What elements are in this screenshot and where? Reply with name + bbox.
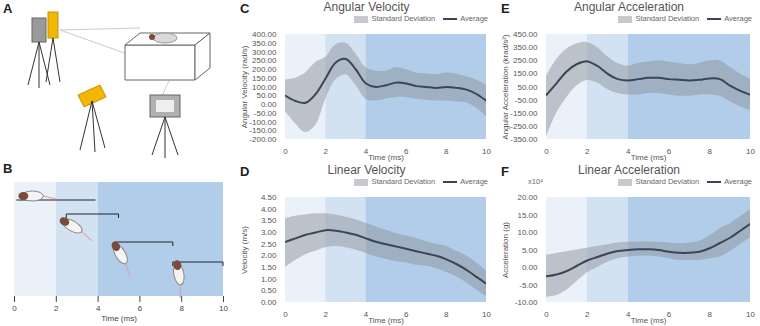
html-text:Standard Deviation: Standard Deviation	[371, 177, 436, 186]
svg-text:0.00: 0.00	[522, 263, 538, 272]
svg-text:100.00: 100.00	[252, 83, 277, 92]
svg-text:2: 2	[323, 147, 328, 156]
svg-text:0.00: 0.00	[261, 100, 277, 109]
svg-text:6: 6	[404, 310, 409, 319]
svg-text:10: 10	[482, 310, 491, 319]
svg-text:6: 6	[667, 310, 672, 319]
html-text:Angular Acceleration: Angular Acceleration	[574, 0, 684, 14]
svg-text:50.00: 50.00	[517, 83, 538, 92]
svg-text:10.00: 10.00	[517, 228, 538, 237]
html-text:Average: Average	[460, 14, 488, 23]
svg-text:-250.00: -250.00	[510, 122, 538, 131]
svg-text:Angular Acceleration (krad/s²): Angular Acceleration (krad/s²)	[501, 34, 510, 140]
svg-text:2.50: 2.50	[261, 240, 277, 249]
svg-text:400.00: 400.00	[252, 30, 277, 39]
html-text:F: F	[501, 164, 509, 179]
svg-text:10: 10	[482, 147, 491, 156]
svg-text:Time (ms): Time (ms)	[101, 314, 137, 323]
svg-text:6: 6	[667, 147, 672, 156]
svg-text:2: 2	[585, 147, 590, 156]
html-text:Standard Deviation: Standard Deviation	[635, 177, 700, 186]
svg-text:10: 10	[219, 304, 228, 313]
svg-text:0.50: 0.50	[261, 286, 277, 295]
svg-text:10: 10	[746, 147, 755, 156]
svg-text:Time (ms): Time (ms)	[368, 316, 404, 325]
html-text:Standard Deviation: Standard Deviation	[635, 14, 700, 23]
svg-text:8: 8	[707, 310, 712, 319]
svg-text:0: 0	[283, 147, 288, 156]
svg-text:10: 10	[746, 310, 755, 319]
svg-text:4.50: 4.50	[261, 193, 277, 202]
svg-text:0: 0	[283, 310, 288, 319]
svg-text:-350.00: -350.00	[510, 135, 538, 144]
svg-text:150.00: 150.00	[513, 69, 538, 78]
svg-text:0: 0	[12, 304, 17, 313]
svg-text:Acceleration (g): Acceleration (g)	[501, 222, 510, 278]
svg-text:8: 8	[179, 304, 184, 313]
html-text:Average: Average	[460, 177, 488, 186]
svg-text:Time (ms): Time (ms)	[631, 316, 667, 325]
svg-text:-5.00: -5.00	[519, 281, 538, 290]
svg-text:4: 4	[625, 310, 631, 320]
html-text:Average: Average	[724, 14, 752, 23]
svg-text:4.00: 4.00	[261, 205, 277, 214]
svg-text:2: 2	[323, 310, 328, 319]
html-text:B: B	[3, 161, 13, 176]
svg-text:-150.00: -150.00	[510, 109, 538, 118]
svg-text:8: 8	[444, 310, 449, 319]
svg-text:-200.00: -200.00	[249, 135, 277, 144]
svg-text:6: 6	[138, 304, 143, 313]
svg-text:1.00: 1.00	[261, 275, 277, 284]
svg-text:250.00: 250.00	[513, 56, 538, 65]
svg-text:8: 8	[707, 147, 712, 156]
svg-text:-50.00: -50.00	[515, 96, 538, 105]
svg-text:2: 2	[54, 304, 59, 313]
svg-text:4: 4	[625, 147, 631, 157]
svg-text:Time (ms): Time (ms)	[631, 153, 667, 162]
html-text:A: A	[3, 1, 13, 16]
html-text:x10⁴: x10⁴	[528, 177, 544, 186]
svg-text:0: 0	[544, 310, 549, 319]
svg-text:-100.00: -100.00	[249, 118, 277, 127]
svg-text:450.00: 450.00	[513, 30, 538, 39]
html-text:Standard Deviation: Standard Deviation	[371, 14, 436, 23]
html-text:Angular Velocity: Angular Velocity	[323, 0, 410, 14]
svg-text:5.00: 5.00	[522, 246, 538, 255]
html-text:E: E	[501, 1, 510, 16]
svg-text:Velocity (m/s): Velocity (m/s)	[240, 226, 249, 274]
svg-text:Time (ms): Time (ms)	[368, 153, 404, 162]
html-text:D: D	[240, 164, 250, 179]
svg-text:Angular Velocity (rad/s): Angular Velocity (rad/s)	[240, 45, 249, 128]
svg-text:4: 4	[363, 147, 369, 157]
svg-text:0: 0	[544, 147, 549, 156]
svg-text:150.00: 150.00	[252, 74, 277, 83]
svg-text:15.00: 15.00	[517, 211, 538, 220]
svg-text:-10.00: -10.00	[515, 298, 538, 307]
svg-text:200.00: 200.00	[252, 65, 277, 74]
svg-text:350.00: 350.00	[513, 43, 538, 52]
svg-text:-50.00: -50.00	[254, 109, 277, 118]
html-text:Linear Acceleration: Linear Acceleration	[578, 163, 680, 177]
svg-text:20.00: 20.00	[517, 193, 538, 202]
svg-text:300.00: 300.00	[252, 48, 277, 57]
svg-text:6: 6	[404, 147, 409, 156]
svg-text:1.50: 1.50	[261, 263, 277, 272]
svg-text:8: 8	[444, 147, 449, 156]
svg-text:2: 2	[585, 310, 590, 319]
svg-text:4: 4	[96, 304, 101, 313]
html-text:Linear Velocity: Linear Velocity	[327, 163, 406, 177]
html-text:Average: Average	[724, 177, 752, 186]
svg-text:3.00: 3.00	[261, 228, 277, 237]
svg-text:-150.00: -150.00	[249, 126, 277, 135]
svg-text:3.50: 3.50	[261, 216, 277, 225]
svg-text:350.00: 350.00	[252, 39, 277, 48]
html-text:C: C	[240, 1, 250, 16]
svg-text:50.00: 50.00	[256, 91, 277, 100]
svg-text:0.00: 0.00	[261, 298, 277, 307]
svg-text:2.00: 2.00	[261, 251, 277, 260]
svg-text:4: 4	[363, 310, 369, 320]
svg-text:250.00: 250.00	[252, 56, 277, 65]
